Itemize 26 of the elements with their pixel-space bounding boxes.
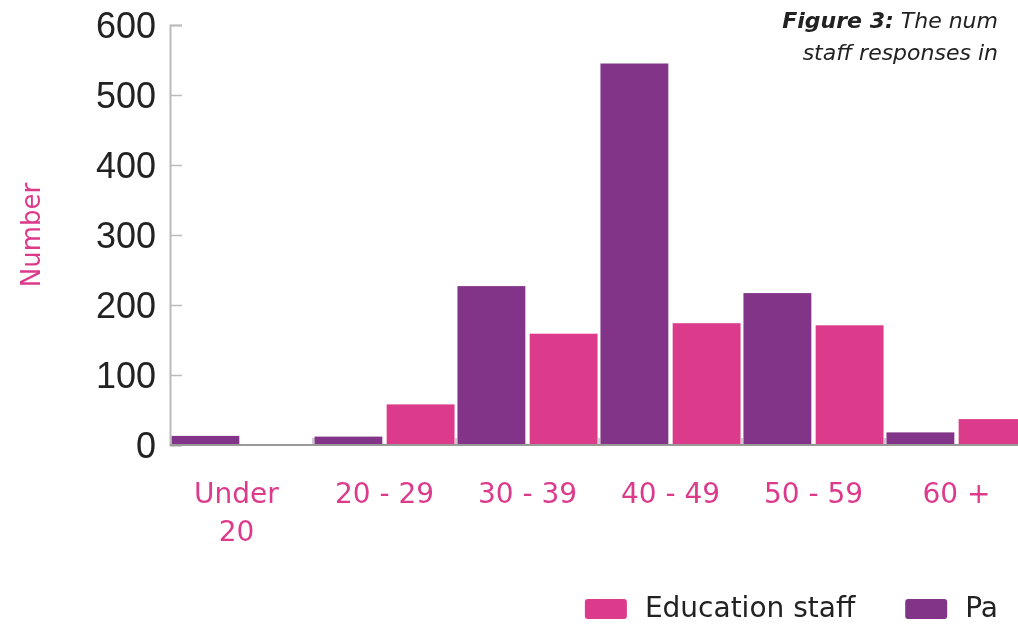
y-tick-label: 600 [95,5,156,47]
y-axis-title: Number [16,182,46,288]
legend-label: Education staff [644,591,856,624]
text: staff responses in [802,40,998,65]
legend-label: Pa [965,591,998,624]
x-tick-label: 50 - 59 [763,477,864,510]
bar [600,63,669,445]
x-tick-label: 60 + [922,477,991,510]
bar [457,286,526,445]
x-tick-label: 40 - 49 [620,477,721,510]
y-tick-label: 300 [95,215,156,257]
chart-title: Figure 3: The num [782,8,998,33]
bar [529,333,598,445]
x-tick-label: 20 - 29 [334,477,435,510]
x-tick-label: Under 20 [194,477,280,548]
bar [386,404,455,445]
bar [743,293,812,445]
y-tick-label: 400 [95,145,156,187]
bar [672,323,741,445]
x-tick-label: 30 - 39 [477,477,578,510]
y-tick-label: 200 [95,285,156,327]
bar [815,325,884,445]
y-tick-label: 0 [135,425,156,467]
y-tick-label: 500 [95,75,156,117]
y-tick-label: 100 [95,355,156,397]
bar [886,432,955,445]
